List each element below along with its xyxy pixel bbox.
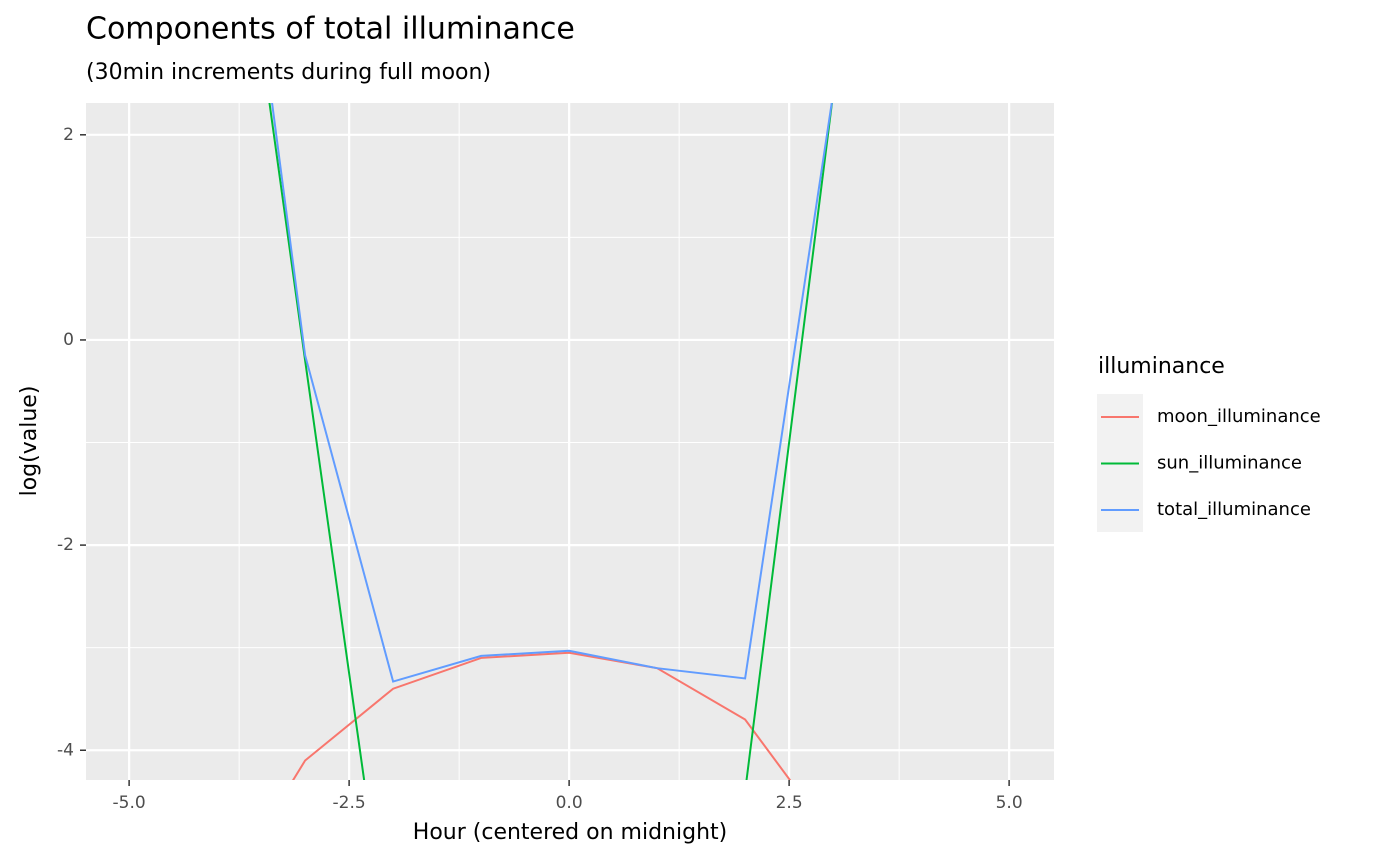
chart-subtitle: (30min increments during full moon) <box>86 60 491 85</box>
series-line <box>268 103 833 780</box>
y-tick-label: -2 <box>57 535 74 555</box>
y-tick-label: -4 <box>57 740 74 760</box>
y-tick-label: 2 <box>63 125 74 145</box>
lines <box>268 103 833 780</box>
legend-label: moon_illuminance <box>1157 406 1321 427</box>
x-tick-label: 5.0 <box>996 793 1023 813</box>
chart-title: Components of total illuminance <box>86 12 575 47</box>
x-tick-label: -2.5 <box>333 793 366 813</box>
legend-label: total_illuminance <box>1157 499 1311 520</box>
y-axis-label: log(value) <box>17 386 42 497</box>
legend-label: sun_illuminance <box>1157 453 1302 474</box>
x-tick-label: 2.5 <box>776 793 803 813</box>
x-axis-label: Hour (centered on midnight) <box>413 820 727 845</box>
y-tick-label: 0 <box>63 330 74 350</box>
x-tick-label: 0.0 <box>556 793 583 813</box>
series-line <box>271 103 833 683</box>
legend-title: illuminance <box>1098 354 1225 379</box>
series-line <box>292 651 792 780</box>
x-tick-label: -5.0 <box>113 793 146 813</box>
